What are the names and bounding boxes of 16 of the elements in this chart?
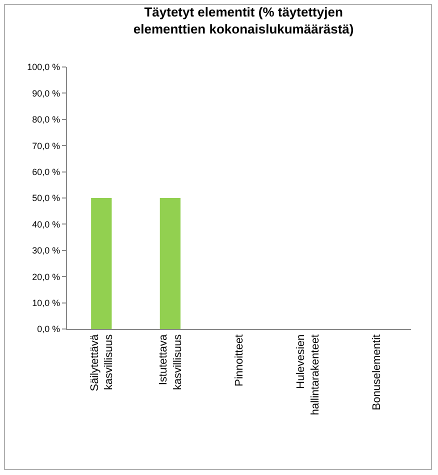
x-tick-label: Hulevesien hallintarakenteet bbox=[295, 334, 322, 416]
y-tick-label: 0,0 % bbox=[37, 324, 60, 334]
y-tick-label: 60,0 % bbox=[32, 166, 60, 177]
y-tick-label: 50,0 % bbox=[32, 193, 60, 204]
x-tick-label: Säilytettävä kasvillisuus bbox=[88, 334, 116, 392]
y-tick-label: 80,0 % bbox=[32, 114, 60, 125]
y-tick-label: 40,0 % bbox=[32, 219, 60, 230]
y-tick-label: 90,0 % bbox=[32, 88, 60, 98]
y-tick-label: 20,0 % bbox=[32, 272, 60, 282]
y-tick-label: 10,0 % bbox=[32, 298, 60, 308]
y-tick-label: 30,0 % bbox=[32, 246, 60, 256]
x-tick-label: Bonuselementit bbox=[371, 334, 384, 410]
y-tick-label: 70,0 % bbox=[32, 140, 60, 151]
chart-title: Täytetyt elementit (% täytettyjen elementtien kokonaislukumäärästä) bbox=[133, 4, 354, 36]
x-tick-label: Pinnoitteet bbox=[234, 334, 246, 386]
y-tick-label: 100,0 % bbox=[27, 62, 60, 72]
